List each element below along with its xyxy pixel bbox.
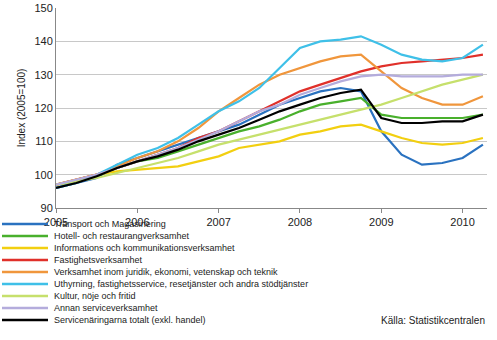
- svg-text:130: 130: [34, 69, 52, 81]
- svg-text:2005: 2005: [44, 216, 68, 228]
- svg-text:Annan serviceverksamhet: Annan serviceverksamhet: [54, 303, 158, 313]
- svg-text:Informations och kommunikation: Informations och kommunikationsverksamhe…: [54, 243, 235, 253]
- svg-text:2008: 2008: [288, 216, 312, 228]
- svg-text:2006: 2006: [125, 216, 149, 228]
- svg-text:150: 150: [34, 2, 52, 14]
- svg-text:Transport och Magasinering: Transport och Magasinering: [54, 219, 166, 229]
- svg-text:110: 110: [35, 135, 53, 147]
- svg-text:100: 100: [34, 169, 52, 181]
- svg-text:Källa: Statistikcentralen: Källa: Statistikcentralen: [381, 315, 485, 326]
- svg-text:Verksamhet inom juridik, ekono: Verksamhet inom juridik, ekonomi, vetens…: [54, 267, 278, 277]
- svg-text:Hotell- och restaurangverksamh: Hotell- och restaurangverksamhet: [54, 231, 190, 241]
- svg-text:2010: 2010: [450, 216, 474, 228]
- svg-text:2009: 2009: [369, 216, 393, 228]
- svg-text:Index (2005=100): Index (2005=100): [16, 69, 27, 148]
- svg-text:120: 120: [34, 102, 52, 114]
- svg-text:90: 90: [41, 202, 53, 214]
- svg-text:Kultur, nöje och fritid: Kultur, nöje och fritid: [54, 291, 136, 301]
- svg-text:Servicenäringarna totalt (exkl: Servicenäringarna totalt (exkl. handel): [54, 315, 206, 325]
- svg-text:2007: 2007: [206, 216, 230, 228]
- svg-text:Fastighetsverksamhet: Fastighetsverksamhet: [54, 255, 143, 265]
- svg-text:Uthyrning, fastighetsservice,: Uthyrning, fastighetsservice, resetjänst…: [54, 279, 308, 289]
- svg-text:140: 140: [34, 35, 52, 47]
